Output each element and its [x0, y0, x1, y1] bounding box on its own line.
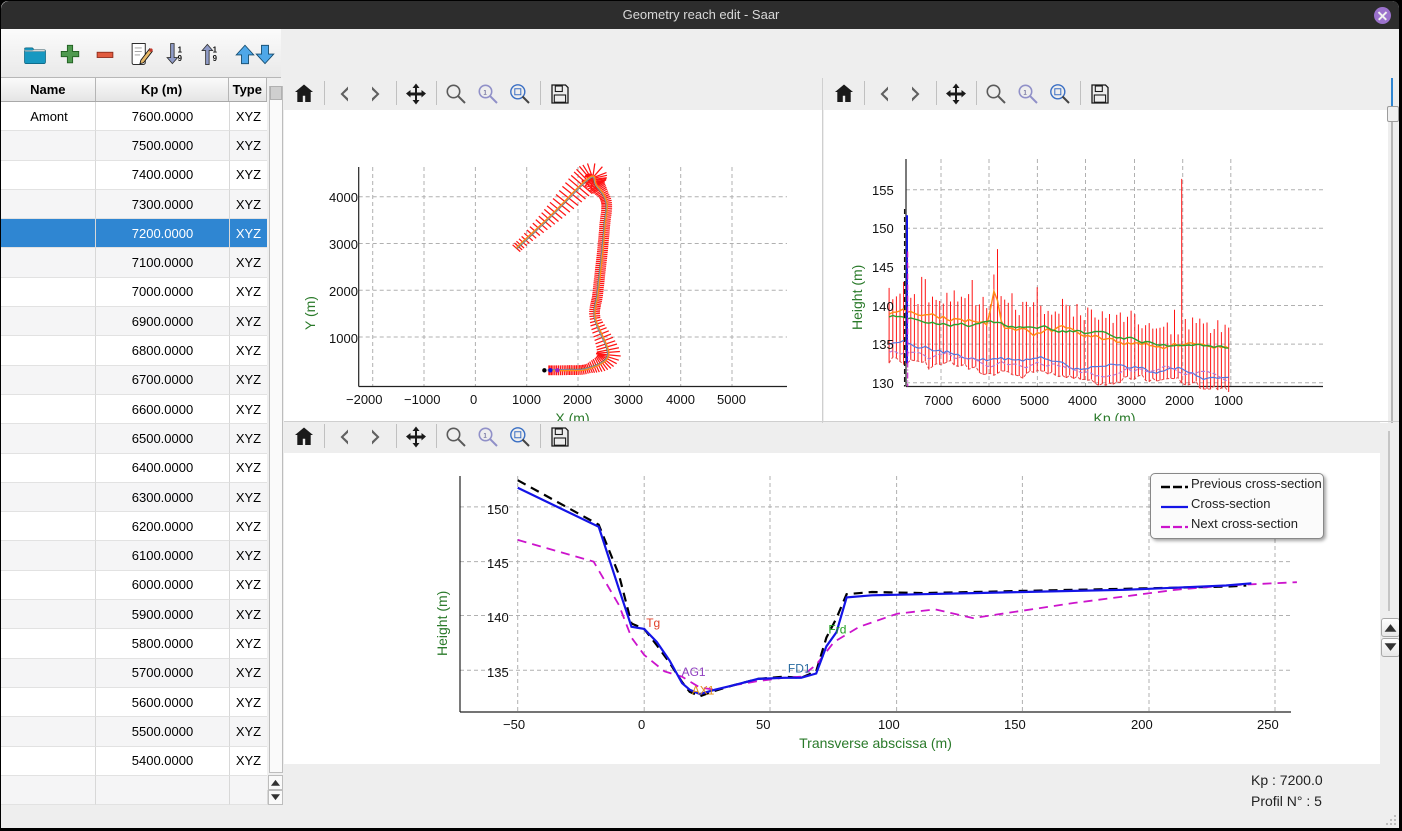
svg-text:AG1: AG1 [682, 665, 706, 679]
svg-text:Frd: Frd [828, 622, 846, 636]
svg-text:Tg: Tg [646, 616, 660, 630]
svg-text:1: 1 [483, 432, 487, 439]
svg-text:1: 1 [178, 45, 183, 54]
svg-text:9: 9 [178, 54, 183, 63]
svg-text:9: 9 [213, 54, 218, 63]
svg-text:FD1: FD1 [788, 662, 811, 676]
svg-text:1: 1 [483, 89, 487, 96]
svg-text:1: 1 [213, 45, 218, 54]
svg-text:AX1: AX1 [692, 683, 715, 697]
svg-text:1: 1 [1023, 89, 1027, 96]
